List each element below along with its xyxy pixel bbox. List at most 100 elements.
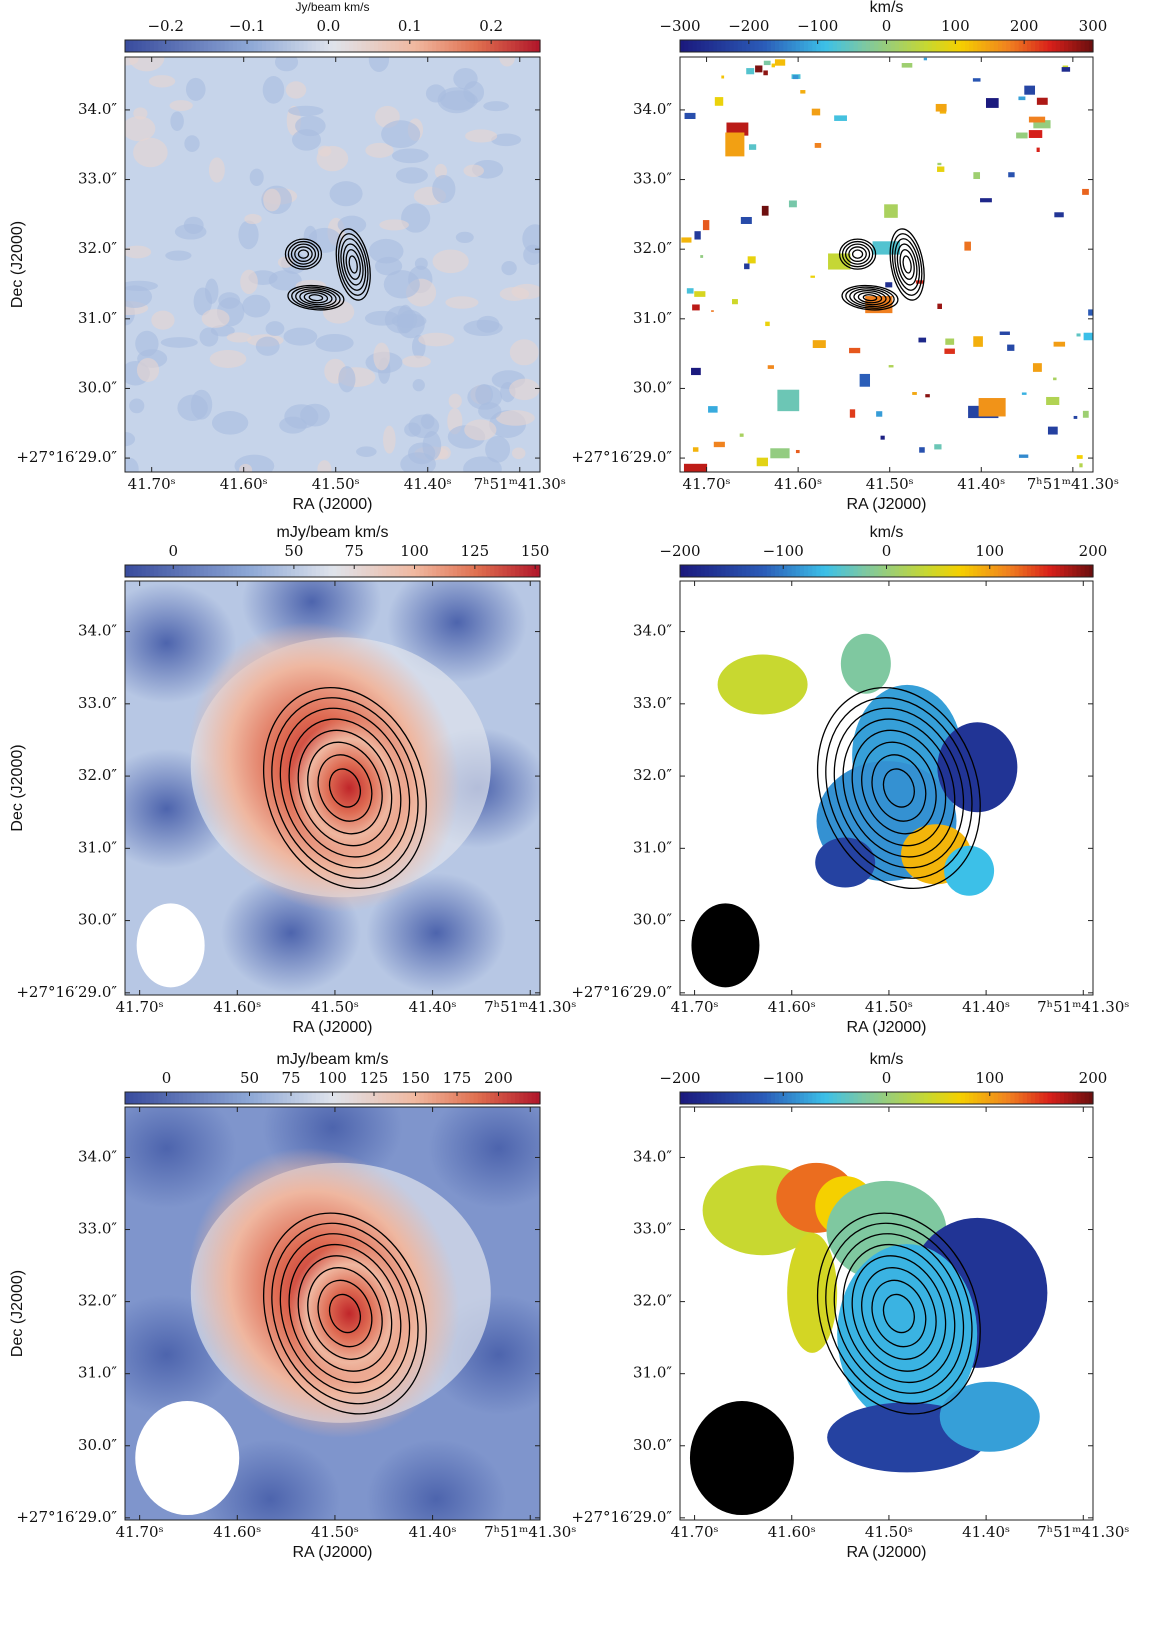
x-tick-label: 41.50ˢ (865, 1523, 913, 1541)
colorbar-segment (808, 565, 813, 577)
patch (792, 75, 799, 80)
velocity-region (840, 633, 891, 694)
colorbar-segment (523, 40, 529, 52)
colorbar-segment (708, 565, 714, 577)
noise (317, 460, 332, 472)
patch (777, 389, 800, 412)
colorbar-segment (253, 565, 259, 577)
y-tick-label: 34.0″ (633, 100, 672, 118)
contour (861, 741, 937, 835)
colorbar-tick-label: 0 (882, 17, 892, 35)
colorbar-segment (228, 1092, 234, 1104)
colorbar-segment (923, 565, 929, 577)
noise (478, 402, 502, 420)
colorbar-segment (382, 40, 388, 52)
colorbar-segment (931, 40, 937, 52)
noise (283, 327, 318, 346)
colorbar-segment (762, 1092, 768, 1104)
patch (1088, 309, 1093, 316)
contour (833, 707, 965, 869)
patch (1008, 172, 1015, 178)
colorbar-segment (523, 1092, 529, 1104)
colorbar-segment (452, 565, 458, 577)
noise (136, 357, 160, 382)
patch (771, 63, 775, 68)
colorbar-segment (448, 565, 454, 577)
colorbar-segment (964, 1092, 970, 1104)
colorbar-segment (145, 565, 151, 577)
colorbar-segment (419, 1092, 425, 1104)
colorbar-segment (154, 565, 159, 577)
colorbar-segment (824, 565, 830, 577)
patch (1053, 377, 1057, 381)
colorbar-segment (865, 40, 871, 52)
colorbar-segment (328, 1092, 334, 1104)
patch (944, 348, 955, 354)
colorbar-tick-label: 300 (1079, 17, 1108, 35)
contour (287, 240, 320, 268)
colorbar-segment (440, 565, 446, 577)
x-tick-label: 7ʰ51ᵐ41.30ˢ (484, 1523, 576, 1541)
colorbar-segment (336, 40, 342, 52)
patch (700, 255, 704, 258)
patch (923, 57, 928, 61)
colorbar-segment (717, 565, 722, 577)
colorbar-segment (803, 40, 809, 52)
colorbar-segment (721, 1092, 727, 1104)
noise (491, 133, 522, 147)
colorbar-segment (158, 1092, 163, 1104)
colorbar-segment (754, 1092, 760, 1104)
colorbar-segment (1047, 40, 1053, 52)
colorbar-segment (766, 1092, 772, 1104)
colorbar-segment (224, 565, 230, 577)
noise (234, 454, 275, 472)
colorbar-segment (832, 40, 838, 52)
colorbar-segment (357, 1092, 363, 1104)
colorbar-segment (692, 565, 698, 577)
colorbar-segment (717, 1092, 722, 1104)
x-tick-label: 7ʰ51ᵐ41.30ˢ (484, 998, 576, 1016)
colorbar-segment (1084, 565, 1090, 577)
x-tick-label: 7ʰ51ᵐ41.30ˢ (1027, 475, 1119, 493)
patch (810, 275, 815, 278)
colorbar-segment (1055, 565, 1061, 577)
emission-core (289, 718, 410, 858)
patch (811, 108, 821, 116)
colorbar-segment (237, 1092, 242, 1104)
colorbar-segment (527, 40, 533, 52)
colorbar-segment (969, 1092, 974, 1104)
contour (851, 729, 947, 847)
colorbar-segment (857, 40, 863, 52)
contour (861, 1267, 937, 1360)
colorbar-segment (758, 565, 764, 577)
colorbar-label: mJy/beam km/s (276, 1051, 388, 1068)
contour (841, 240, 874, 268)
colorbar-segment (423, 1092, 429, 1104)
colorbar-segment (357, 40, 363, 52)
contour (825, 697, 973, 879)
colorbar-segment (374, 565, 379, 577)
colorbar-segment (737, 40, 743, 52)
contour (845, 286, 895, 309)
y-tick-label: 33.0″ (633, 694, 672, 712)
colorbar-segment (894, 565, 900, 577)
colorbar-segment (195, 40, 201, 52)
x-tick-label: 41.60ˢ (213, 998, 261, 1016)
x-tick-label: 41.70ˢ (671, 998, 719, 1016)
colorbar-segment (374, 40, 379, 52)
colorbar-segment (332, 1092, 338, 1104)
noise (128, 57, 165, 72)
colorbar-segment (245, 1092, 251, 1104)
colorbar-segment (249, 40, 255, 52)
colorbar-segment (203, 565, 209, 577)
colorbar-segment (878, 565, 883, 577)
colorbar-segment (278, 40, 284, 52)
noise (383, 270, 420, 299)
colorbar-segment (919, 40, 925, 52)
colorbar-tick-label: 0.2 (479, 17, 503, 35)
colorbar-segment (907, 565, 912, 577)
y-tick-label: 34.0″ (78, 622, 117, 640)
colorbar-segment (973, 1092, 978, 1104)
colorbar-segment (803, 1092, 809, 1104)
y-tick-label: 32.0″ (78, 766, 117, 784)
